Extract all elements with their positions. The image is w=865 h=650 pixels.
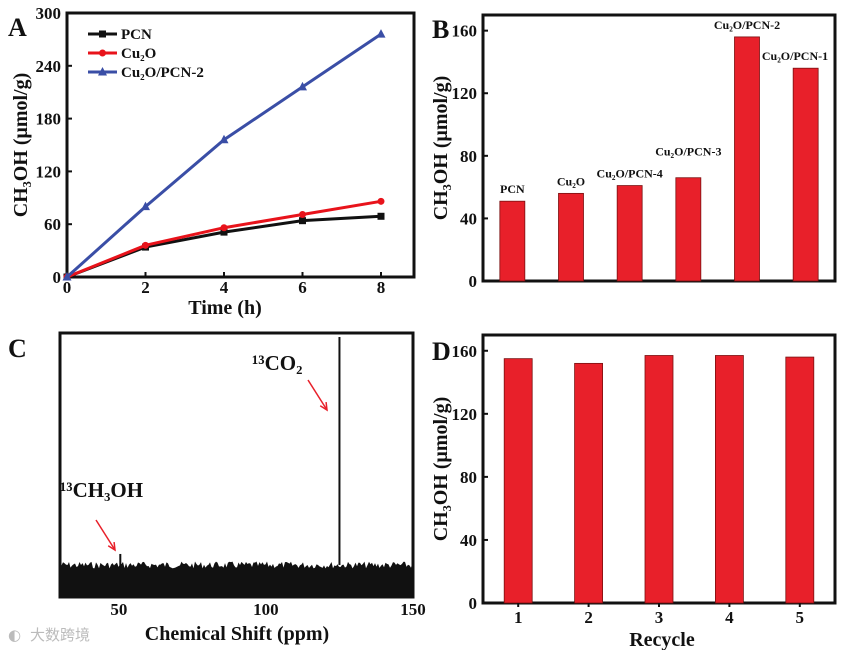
c-x-tick-label: 150 <box>400 600 426 619</box>
d-x-tick-label: 3 <box>655 608 664 627</box>
panel-label-b: B <box>432 15 449 44</box>
c-arrow-ch3oh <box>95 519 116 551</box>
b-bar <box>675 177 702 282</box>
c-plot-frame <box>58 331 415 599</box>
a-data-point <box>299 217 306 225</box>
watermark-text: 大数跨境 <box>30 626 90 644</box>
b-bar <box>499 200 526 282</box>
a-legend-marker <box>99 30 106 38</box>
a-data-point <box>377 197 385 205</box>
d-x-axis-label: Recycle <box>629 629 695 650</box>
a-legend-marker <box>98 67 107 76</box>
d-y-tick-label: 80 <box>460 468 477 487</box>
a-data-point <box>377 212 385 220</box>
a-plot-frame <box>65 11 416 279</box>
b-y-tick-label: 80 <box>460 147 477 166</box>
a-y-tick-label: 240 <box>36 57 62 76</box>
c-peak-label-co2: ¹³CO₂ <box>252 351 302 375</box>
b-bar-label: Cu₂O <box>557 174 585 188</box>
a-y-tick-label: 0 <box>53 268 62 287</box>
panel-label-c: C <box>8 334 27 363</box>
a-x-tick-label: 6 <box>298 278 307 297</box>
b-y-tick-label: 120 <box>452 84 478 103</box>
a-legend-marker <box>99 49 106 57</box>
a-y-tick-label: 180 <box>36 110 62 129</box>
b-y-tick-label: 160 <box>452 22 478 41</box>
d-bar <box>785 356 815 604</box>
d-y-tick-label: 160 <box>452 342 478 361</box>
c-arrow-co2 <box>307 379 328 411</box>
c-peak-label-ch3oh: ¹³CH₃OH <box>60 478 143 502</box>
a-data-point <box>141 201 150 211</box>
c-noise-baseline <box>60 561 413 597</box>
d-bar <box>503 358 533 604</box>
b-bar <box>558 192 584 282</box>
b-bar-label: Cu₂O/PCN-4 <box>597 167 663 181</box>
d-bar <box>644 355 674 604</box>
c-x-tick-label: 50 <box>110 600 127 619</box>
a-data-point <box>299 211 306 219</box>
b-bar <box>616 185 643 282</box>
a-data-point <box>219 134 229 144</box>
d-x-tick-label: 1 <box>514 608 523 627</box>
c-arrow-co2-head <box>319 401 328 412</box>
a-y-axis-label: CH₃OH (μmol/g) <box>10 73 32 218</box>
a-series-line-1 <box>66 199 382 279</box>
a-data-point <box>142 241 149 249</box>
b-bar <box>792 67 819 282</box>
b-bar-label: Cu₂O/PCN-3 <box>655 145 721 159</box>
c-x-tick-label: 100 <box>253 600 279 619</box>
panel-label-d: D <box>432 337 451 366</box>
c-x-axis-label: Chemical Shift (ppm) <box>145 623 329 645</box>
a-data-point <box>298 81 307 91</box>
a-data-point <box>220 224 228 232</box>
b-bar-label: Cu₂O/PCN-1 <box>762 49 828 63</box>
a-data-point <box>220 228 228 236</box>
d-bar <box>574 362 603 604</box>
a-x-tick-label: 8 <box>377 278 386 297</box>
panel-label-a: A <box>8 13 27 42</box>
a-legend-label: PCN <box>121 27 152 43</box>
a-legend-label: Cu₂O <box>121 46 156 62</box>
b-bar-label: PCN <box>500 182 525 196</box>
a-y-tick-label: 300 <box>36 4 62 23</box>
b-y-axis-label: CH₃OH (μmol/g) <box>430 76 452 221</box>
a-legend-label: Cu₂O/PCN-2 <box>121 65 204 81</box>
d-x-tick-label: 2 <box>584 608 593 627</box>
watermark-logo-icon: ◐ <box>8 626 21 644</box>
d-y-tick-label: 120 <box>452 405 478 424</box>
a-x-axis-label: Time (h) <box>188 297 262 319</box>
b-bar-label: Cu₂O/PCN-2 <box>714 18 780 32</box>
d-x-tick-label: 5 <box>796 608 805 627</box>
a-x-tick-label: 0 <box>63 278 72 297</box>
b-y-tick-label: 40 <box>460 209 477 228</box>
a-data-point <box>62 272 72 281</box>
a-y-tick-label: 60 <box>44 215 61 234</box>
a-x-tick-label: 4 <box>220 278 229 297</box>
b-y-tick-label: 0 <box>469 272 478 291</box>
a-y-tick-label: 120 <box>36 162 62 181</box>
d-y-tick-label: 0 <box>469 594 478 613</box>
d-bar <box>715 355 744 604</box>
a-x-tick-label: 2 <box>141 278 150 297</box>
d-y-axis-label: CH₃OH (μmol/g) <box>430 397 452 542</box>
b-bar <box>734 36 760 282</box>
a-data-point <box>376 29 386 38</box>
c-arrow-ch3oh-head <box>107 541 116 552</box>
b-plot-frame <box>481 13 837 283</box>
d-y-tick-label: 40 <box>460 531 477 550</box>
d-x-tick-label: 4 <box>725 608 734 627</box>
